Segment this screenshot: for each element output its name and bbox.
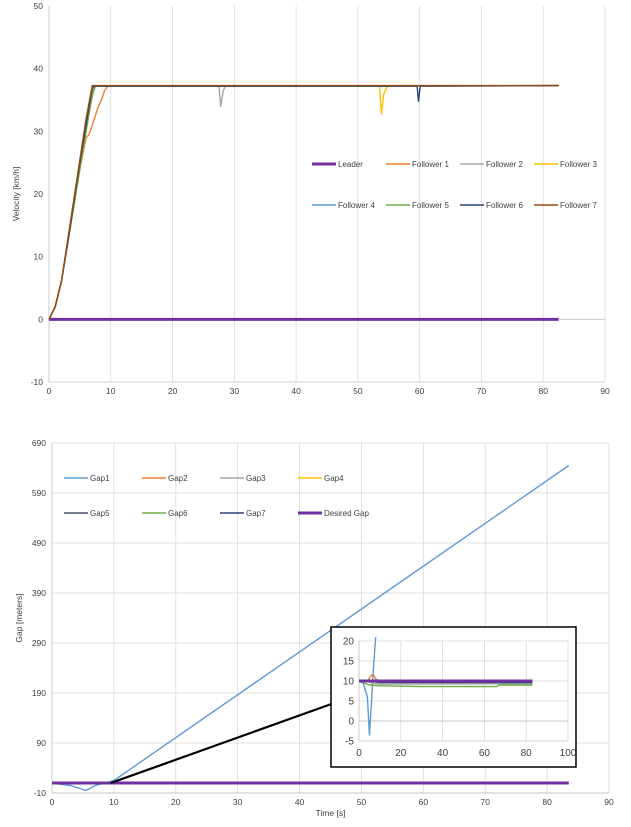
inset-y-tick-label: -5 bbox=[345, 737, 354, 748]
inset-x-tick-label: 40 bbox=[437, 748, 449, 759]
x-tick-label: 60 bbox=[419, 797, 429, 807]
legend-label-follower-4: Follower 4 bbox=[338, 201, 375, 210]
series-line-follower-6 bbox=[48, 84, 559, 320]
inset-y-tick-label: 0 bbox=[348, 717, 354, 728]
x-tick-label: 10 bbox=[109, 797, 119, 807]
y-tick-label: 190 bbox=[32, 688, 46, 698]
velocity-chart: 0 10 20 30 40 50 60 70 80 90-1001020304050Velocit… bbox=[11, 1, 610, 396]
y-tick-label: 30 bbox=[34, 126, 44, 136]
inset-y-tick-label: 20 bbox=[343, 637, 355, 648]
series-line-follower-7 bbox=[48, 84, 559, 320]
legend-label-gap3: Gap3 bbox=[246, 474, 266, 483]
zoom-arrow bbox=[110, 698, 345, 785]
inset-series bbox=[359, 636, 533, 736]
inset-x-tick-label: 0 bbox=[356, 748, 362, 759]
zoom-arrow-shaft bbox=[110, 700, 338, 785]
x-tick-label: 60 bbox=[415, 386, 425, 396]
legend-label-follower-3: Follower 3 bbox=[560, 160, 597, 169]
x-tick-label: 20 bbox=[168, 386, 178, 396]
inset-y-tick-label: 10 bbox=[343, 677, 355, 688]
x-tick-label: 30 bbox=[233, 797, 243, 807]
inset-x-tick-label: 80 bbox=[521, 748, 533, 759]
inset-x-tick-label: 20 bbox=[395, 748, 407, 759]
y-tick-label: 20 bbox=[34, 189, 44, 199]
x-tick-label: 70 bbox=[480, 797, 490, 807]
legend-label-follower-2: Follower 2 bbox=[486, 160, 523, 169]
legend-label-gap4: Gap4 bbox=[324, 474, 344, 483]
inset-x-tick-label: 100 bbox=[560, 748, 577, 759]
series-line-follower-5 bbox=[48, 84, 559, 320]
series-line-follower-4 bbox=[48, 84, 559, 320]
x-tick-label: 90 bbox=[604, 797, 614, 807]
y-tick-label: 0 bbox=[38, 314, 43, 324]
y-tick-label: -10 bbox=[31, 377, 44, 387]
inset-x-tick-label: 60 bbox=[479, 748, 491, 759]
legend-label-follower-5: Follower 5 bbox=[412, 201, 449, 210]
x-tick-label: 50 bbox=[357, 797, 367, 807]
y-axis-label: Gap [meters] bbox=[14, 593, 24, 642]
y-tick-label: 690 bbox=[32, 438, 46, 448]
y-tick-label: 40 bbox=[34, 64, 44, 74]
legend-label-gap5: Gap5 bbox=[90, 509, 110, 518]
legend-label-follower-7: Follower 7 bbox=[560, 201, 597, 210]
y-tick-label: 50 bbox=[34, 1, 44, 11]
x-tick-label: 80 bbox=[542, 797, 552, 807]
inset-y-tick-label: 5 bbox=[348, 697, 354, 708]
y-tick-label: 290 bbox=[32, 638, 46, 648]
legend-label-follower-6: Follower 6 bbox=[486, 201, 523, 210]
legend-label-desired-gap: Desired Gap bbox=[324, 509, 369, 518]
x-tick-label: 70 bbox=[477, 386, 487, 396]
series-line-follower-1 bbox=[48, 84, 559, 320]
x-tick-label: 80 bbox=[538, 386, 548, 396]
x-axis-label: Time [s] bbox=[316, 808, 346, 818]
legend-label-follower-1: Follower 1 bbox=[412, 160, 449, 169]
y-tick-label: 90 bbox=[37, 738, 47, 748]
x-tick-label: 40 bbox=[295, 797, 305, 807]
y-tick-label: -10 bbox=[34, 788, 47, 798]
y-tick-label: 390 bbox=[32, 588, 46, 598]
y-tick-label: 10 bbox=[34, 252, 44, 262]
x-tick-label: 90 bbox=[600, 386, 610, 396]
series-line-follower-3 bbox=[48, 84, 559, 320]
x-tick-label: 20 bbox=[171, 797, 181, 807]
x-tick-label: 30 bbox=[230, 386, 240, 396]
series-line-gap1 bbox=[51, 464, 570, 792]
x-tick-label: 40 bbox=[291, 386, 301, 396]
inset-y-tick-label: 15 bbox=[343, 657, 355, 668]
y-tick-label: 490 bbox=[32, 538, 46, 548]
x-tick-label: 10 bbox=[106, 386, 116, 396]
x-tick-label: 0 bbox=[50, 797, 55, 807]
legend-label-gap7: Gap7 bbox=[246, 509, 266, 518]
x-tick-label: 50 bbox=[353, 386, 363, 396]
legend-label-gap6: Gap6 bbox=[168, 509, 188, 518]
legend-label-gap2: Gap2 bbox=[168, 474, 188, 483]
legend-label-gap1: Gap1 bbox=[90, 474, 110, 483]
y-tick-label: 590 bbox=[32, 488, 46, 498]
y-axis-label: Velocity [km/h] bbox=[11, 167, 21, 222]
gap-chart: 0 10 20 30 40 50 60 70 80 90-10901902903904905906… bbox=[14, 438, 614, 818]
inset-series-line-gap6 bbox=[359, 680, 533, 688]
legend-label-leader: Leader bbox=[338, 160, 363, 169]
series-line-follower-2 bbox=[48, 84, 559, 320]
x-tick-label: 0 bbox=[47, 386, 52, 396]
